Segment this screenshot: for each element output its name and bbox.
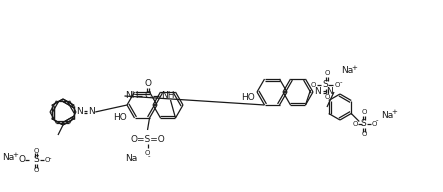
Text: O: O bbox=[361, 109, 367, 116]
Text: -: - bbox=[148, 153, 150, 159]
Text: NH: NH bbox=[125, 92, 138, 100]
Text: -: - bbox=[339, 79, 342, 85]
Text: Na: Na bbox=[2, 153, 14, 162]
Text: O: O bbox=[33, 167, 39, 173]
Text: N: N bbox=[326, 88, 334, 97]
Text: N: N bbox=[76, 108, 83, 117]
Text: O: O bbox=[335, 82, 340, 88]
Text: O: O bbox=[361, 132, 367, 137]
Text: S: S bbox=[360, 119, 366, 128]
Text: N: N bbox=[315, 88, 321, 97]
Text: O: O bbox=[145, 79, 152, 89]
Text: C: C bbox=[144, 92, 151, 100]
Text: HO: HO bbox=[241, 93, 255, 102]
Text: S: S bbox=[33, 156, 39, 165]
Text: O: O bbox=[19, 156, 26, 165]
Text: +: + bbox=[12, 152, 18, 158]
Text: N: N bbox=[88, 108, 95, 117]
Text: +: + bbox=[351, 65, 358, 71]
Text: Na: Na bbox=[342, 66, 354, 75]
Text: NH: NH bbox=[161, 92, 174, 100]
Text: Na: Na bbox=[125, 155, 137, 164]
Text: -: - bbox=[376, 118, 378, 123]
Text: HO: HO bbox=[113, 113, 127, 122]
Text: O: O bbox=[44, 157, 50, 163]
Text: O: O bbox=[311, 82, 316, 88]
Text: +: + bbox=[391, 109, 397, 116]
Text: S: S bbox=[323, 80, 328, 89]
Text: O: O bbox=[325, 94, 330, 100]
Text: O: O bbox=[145, 150, 150, 156]
Text: -: - bbox=[49, 155, 51, 161]
Text: Na: Na bbox=[381, 111, 393, 120]
Text: O: O bbox=[372, 121, 377, 127]
Text: O: O bbox=[33, 148, 39, 154]
Text: O: O bbox=[325, 70, 330, 76]
Text: O: O bbox=[353, 121, 358, 127]
Text: O=S=O: O=S=O bbox=[130, 136, 165, 145]
